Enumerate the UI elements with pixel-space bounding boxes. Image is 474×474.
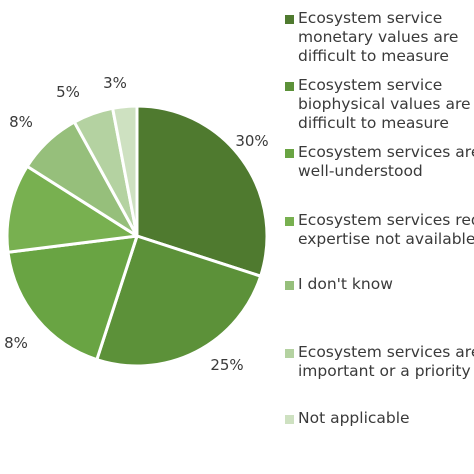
- legend-swatch: [285, 281, 294, 290]
- pie-slice-1: [135, 104, 269, 278]
- slice-value-label-5: 8%: [9, 113, 33, 131]
- legend-label: Not applicable: [298, 409, 474, 428]
- legend-label: Ecosystem services are well-understood: [298, 143, 474, 181]
- slice-value-label-7: 3%: [103, 74, 127, 92]
- pie-slice-3: [6, 234, 139, 362]
- legend-label-line: important or a priority: [298, 362, 471, 380]
- pie-slice-2: [95, 234, 263, 368]
- legend-label-line: monetary values are: [298, 28, 459, 46]
- legend-label-line: Ecosystem services are: [298, 343, 474, 361]
- legend-label: I don't know: [298, 275, 474, 294]
- pie-slice-7: [111, 104, 139, 238]
- legend-swatch: [285, 82, 294, 91]
- legend-swatch: [285, 217, 294, 226]
- legend-label-line: Ecosystem service: [298, 9, 443, 27]
- legend-label-line: I don't know: [298, 275, 393, 293]
- legend-label-line: Not applicable: [298, 409, 410, 427]
- legend-label-line: well-understood: [298, 162, 423, 180]
- legend-label: Ecosystem services are important or a pri…: [298, 343, 474, 381]
- extra-value-label-1: 8%: [4, 334, 28, 352]
- legend-label: Ecosystem service monetary values are diff…: [298, 9, 474, 66]
- legend-label-line: Ecosystem services req: [298, 211, 474, 229]
- legend-swatch: [285, 149, 294, 158]
- pie-slice-4: [5, 164, 139, 254]
- legend-label-line: difficult to measure: [298, 114, 449, 132]
- slice-value-label-1: 30%: [235, 132, 268, 150]
- legend-swatch: [285, 15, 294, 24]
- legend-label: Ecosystem service biophysical values are d…: [298, 76, 474, 133]
- legend-label-line: difficult to measure: [298, 47, 449, 65]
- slice-value-label-6: 5%: [56, 83, 80, 101]
- legend: Ecosystem service monetary values are diff…: [285, 0, 474, 474]
- legend-label-line: expertise not available: [298, 230, 474, 248]
- legend-swatch: [285, 349, 294, 358]
- legend-label-line: Ecosystem services are: [298, 143, 474, 161]
- legend-label: Ecosystem services req expertise not avai…: [298, 211, 474, 249]
- legend-swatch: [285, 415, 294, 424]
- legend-label-line: biophysical values are: [298, 95, 471, 113]
- legend-label-line: Ecosystem service: [298, 76, 443, 94]
- slice-value-label-2: 25%: [210, 356, 243, 374]
